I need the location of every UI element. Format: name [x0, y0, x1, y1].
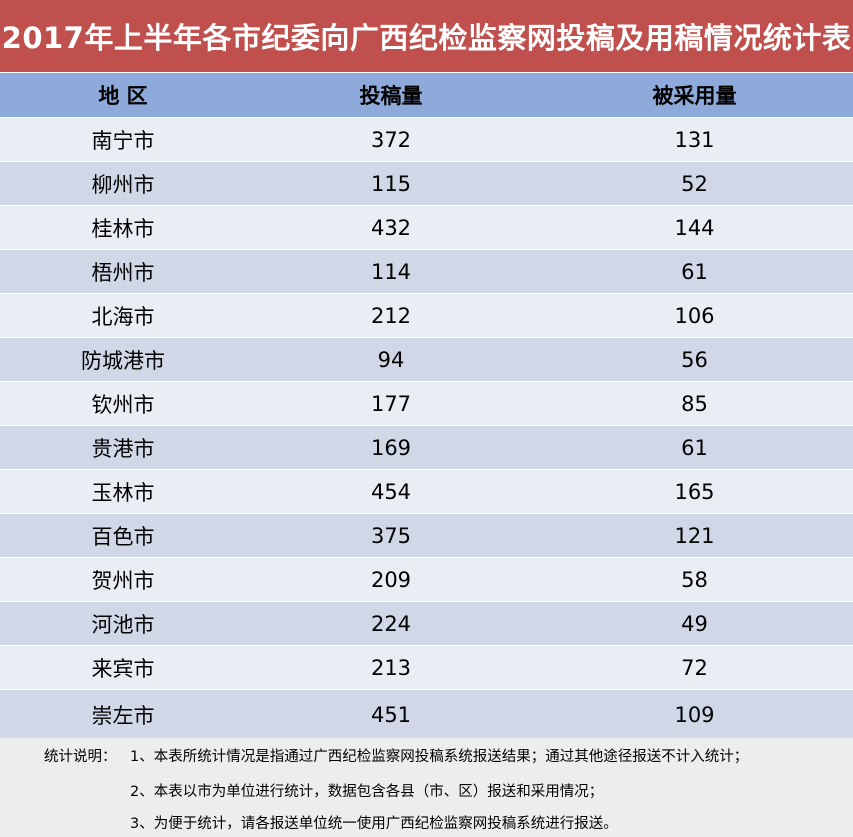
cell-adopted: 121 — [536, 513, 853, 558]
cell-submitted: 209 — [246, 557, 536, 602]
table-row: 北海市 212 106 — [0, 293, 853, 338]
cell-region: 梧州市 — [0, 249, 246, 294]
table-row: 河池市 224 49 — [0, 601, 853, 646]
header-row: 地 区 投稿量 被采用量 — [0, 73, 853, 118]
cell-submitted: 451 — [246, 689, 536, 741]
cell-adopted: 72 — [536, 645, 853, 690]
cell-region: 防城港市 — [0, 337, 246, 382]
header-region: 地 区 — [0, 73, 246, 118]
cell-region: 崇左市 — [0, 689, 246, 741]
note-line-2: 2、本表以市为单位进行统计，数据包含各县（市、区）报送和采用情况； — [130, 784, 604, 800]
table-row: 防城港市 94 56 — [0, 337, 853, 382]
cell-submitted: 375 — [246, 513, 536, 558]
table-row: 南宁市 372 131 — [0, 117, 853, 162]
cell-region: 北海市 — [0, 293, 246, 338]
cell-submitted: 169 — [246, 425, 536, 470]
cell-adopted: 106 — [536, 293, 853, 338]
cell-adopted: 52 — [536, 161, 853, 206]
cell-adopted: 85 — [536, 381, 853, 426]
cell-adopted: 144 — [536, 205, 853, 250]
notes-section: 统计说明： 1、本表所统计情况是指通过广西纪检监察网投稿系统报送结果；通过其他途… — [0, 738, 853, 837]
cell-region: 钦州市 — [0, 381, 246, 426]
cell-region: 百色市 — [0, 513, 246, 558]
cell-submitted: 115 — [246, 161, 536, 206]
cell-adopted: 165 — [536, 469, 853, 514]
cell-submitted: 432 — [246, 205, 536, 250]
table-row: 梧州市 114 61 — [0, 249, 853, 294]
table-row: 崇左市 451 109 — [0, 689, 853, 741]
cell-region: 贵港市 — [0, 425, 246, 470]
cell-submitted: 372 — [246, 117, 536, 162]
cell-region: 玉林市 — [0, 469, 246, 514]
table-row: 百色市 375 121 — [0, 513, 853, 558]
cell-adopted: 61 — [536, 425, 853, 470]
cell-submitted: 94 — [246, 337, 536, 382]
statistics-table: 地 区 投稿量 被采用量 南宁市 372 131 柳州市 115 52 桂林市 … — [0, 73, 853, 741]
cell-submitted: 177 — [246, 381, 536, 426]
cell-region: 河池市 — [0, 601, 246, 646]
cell-adopted: 109 — [536, 689, 853, 741]
header-adopted: 被采用量 — [536, 73, 853, 118]
cell-adopted: 131 — [536, 117, 853, 162]
cell-region: 南宁市 — [0, 117, 246, 162]
header-submitted: 投稿量 — [246, 73, 536, 118]
cell-submitted: 212 — [246, 293, 536, 338]
cell-region: 来宾市 — [0, 645, 246, 690]
table-row: 来宾市 213 72 — [0, 645, 853, 690]
cell-region: 贺州市 — [0, 557, 246, 602]
note-line-1: 1、本表所统计情况是指通过广西纪检监察网投稿系统报送结果；通过其他途径报送不计入… — [130, 749, 749, 765]
cell-region: 柳州市 — [0, 161, 246, 206]
cell-submitted: 224 — [246, 601, 536, 646]
table-title: 2017年上半年各市纪委向广西纪检监察网投稿及用稿情况统计表 — [0, 0, 853, 73]
note-line-3: 3、为便于统计，请各报送单位统一使用广西纪检监察网投稿系统进行报送。 — [130, 816, 618, 832]
table-row: 玉林市 454 165 — [0, 469, 853, 514]
cell-region: 桂林市 — [0, 205, 246, 250]
cell-adopted: 61 — [536, 249, 853, 294]
table-row: 钦州市 177 85 — [0, 381, 853, 426]
cell-adopted: 49 — [536, 601, 853, 646]
table-row: 柳州市 115 52 — [0, 161, 853, 206]
cell-adopted: 56 — [536, 337, 853, 382]
cell-submitted: 454 — [246, 469, 536, 514]
table-row: 贺州市 209 58 — [0, 557, 853, 602]
table-row: 桂林市 432 144 — [0, 205, 853, 250]
cell-adopted: 58 — [536, 557, 853, 602]
cell-submitted: 213 — [246, 645, 536, 690]
notes-label: 统计说明： — [44, 749, 117, 765]
cell-submitted: 114 — [246, 249, 536, 294]
table-row: 贵港市 169 61 — [0, 425, 853, 470]
